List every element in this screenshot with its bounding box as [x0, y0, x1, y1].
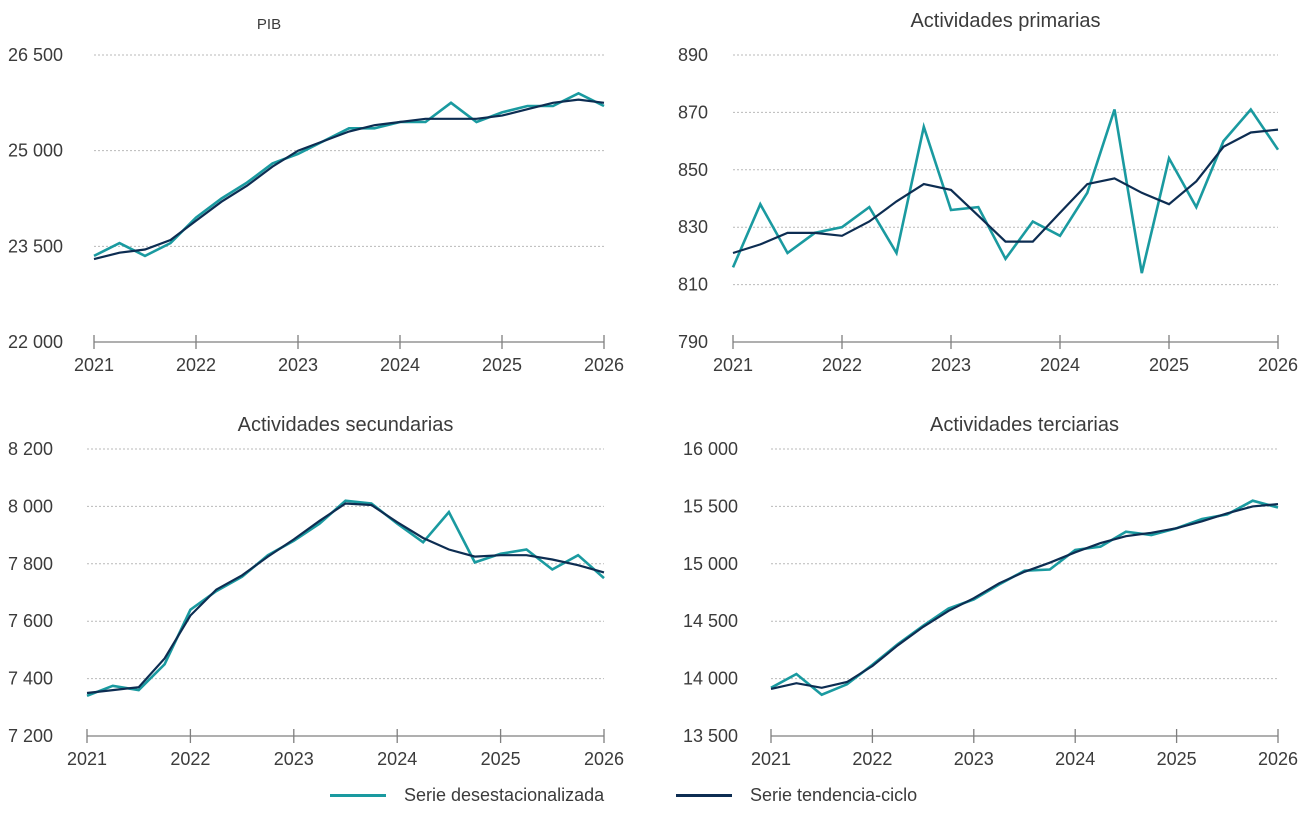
chart-title: Actividades primarias: [910, 10, 1100, 32]
series-line-desestacionalizada: [731, 107, 1280, 274]
x-tick-label: 2021: [751, 749, 791, 769]
chart-title: PIB: [257, 16, 281, 33]
x-tick-label: 2026: [584, 749, 624, 769]
y-tick-label: 790: [678, 332, 708, 352]
x-tick-label: 2025: [482, 355, 522, 375]
y-tick-label: 7 600: [8, 611, 53, 631]
x-tick-label: 2024: [1040, 355, 1080, 375]
series-line-tendencia: [770, 503, 1279, 690]
x-tick-label: 2024: [380, 355, 420, 375]
x-tick-label: 2026: [1258, 355, 1298, 375]
chart-title: Actividades secundarias: [238, 414, 454, 436]
y-tick-label: 15 000: [683, 554, 738, 574]
legend-swatch-desestacionalizada: [330, 793, 386, 797]
x-tick-label: 2026: [584, 355, 624, 375]
legend-label-tendencia: Serie tendencia-ciclo: [750, 784, 918, 805]
figure: PIB 22 000 23 500 25 000 26 500 2021 2022 2023 2…: [8, 10, 1298, 769]
legend: Serie desestacionalizada Serie tendencia…: [0, 775, 1315, 815]
x-tick-label: 2026: [1258, 749, 1298, 769]
x-tick-label: 2023: [274, 749, 314, 769]
series-line-tendencia: [93, 98, 605, 261]
x-tick-label: 2022: [852, 749, 892, 769]
chart-title: Actividades terciarias: [930, 414, 1119, 436]
y-tick-label: 8 000: [8, 496, 53, 516]
series-line-desestacionalizada: [770, 499, 1279, 697]
legend-item-tendencia: Serie tendencia-ciclo: [676, 775, 917, 815]
x-tick-label: 2022: [176, 355, 216, 375]
x-tick-label: 2025: [1149, 355, 1189, 375]
chart-actividades-primarias: Actividades primarias 790 810 830 850 870 890 2…: [678, 10, 1298, 375]
y-tick-label: 16 000: [683, 439, 738, 459]
x-tick-label: 2021: [713, 355, 753, 375]
y-tick-label: 7 800: [8, 554, 53, 574]
x-tick-label: 2025: [1157, 749, 1197, 769]
y-tick-label: 13 500: [683, 726, 738, 746]
x-tick-label: 2022: [822, 355, 862, 375]
chart-pib: PIB 22 000 23 500 25 000 26 500 2021 2022 2023 2…: [8, 16, 624, 375]
series-line-tendencia: [732, 128, 1279, 255]
x-tick-label: 2023: [954, 749, 994, 769]
series-line-tendencia: [86, 502, 605, 695]
x-tick-label: 2024: [1055, 749, 1095, 769]
chart-actividades-terciarias: Actividades terciarias 13 500 14 000 14 500…: [683, 414, 1298, 769]
x-tick-label: 2021: [74, 355, 114, 375]
y-tick-label: 850: [678, 160, 708, 180]
x-tick-label: 2024: [377, 749, 417, 769]
legend-item-desestacionalizada: Serie desestacionalizada: [330, 775, 604, 815]
y-tick-label: 14 500: [683, 611, 738, 631]
y-tick-label: 14 000: [683, 669, 738, 689]
series-line-desestacionalizada: [93, 91, 605, 258]
y-tick-label: 15 500: [683, 496, 738, 516]
y-tick-label: 22 000: [8, 332, 63, 352]
y-tick-label: 7 400: [8, 669, 53, 689]
y-tick-label: 26 500: [8, 45, 63, 65]
chart-actividades-secundarias: Actividades secundarias 7 200 7 400 7 600 7 …: [8, 414, 624, 769]
legend-label-desestacionalizada: Serie desestacionalizada: [404, 784, 605, 805]
y-tick-label: 890: [678, 45, 708, 65]
y-tick-label: 870: [678, 102, 708, 122]
y-tick-label: 23 500: [8, 236, 63, 256]
x-tick-label: 2022: [170, 749, 210, 769]
y-tick-label: 25 000: [8, 141, 63, 161]
x-tick-label: 2023: [278, 355, 318, 375]
legend-swatch-tendencia: [676, 793, 732, 797]
x-tick-label: 2025: [481, 749, 521, 769]
y-tick-label: 8 200: [8, 439, 53, 459]
x-tick-label: 2023: [931, 355, 971, 375]
y-tick-label: 7 200: [8, 726, 53, 746]
y-tick-label: 810: [678, 275, 708, 295]
x-tick-label: 2021: [67, 749, 107, 769]
y-tick-label: 830: [678, 217, 708, 237]
series-line-desestacionalizada: [86, 499, 605, 698]
